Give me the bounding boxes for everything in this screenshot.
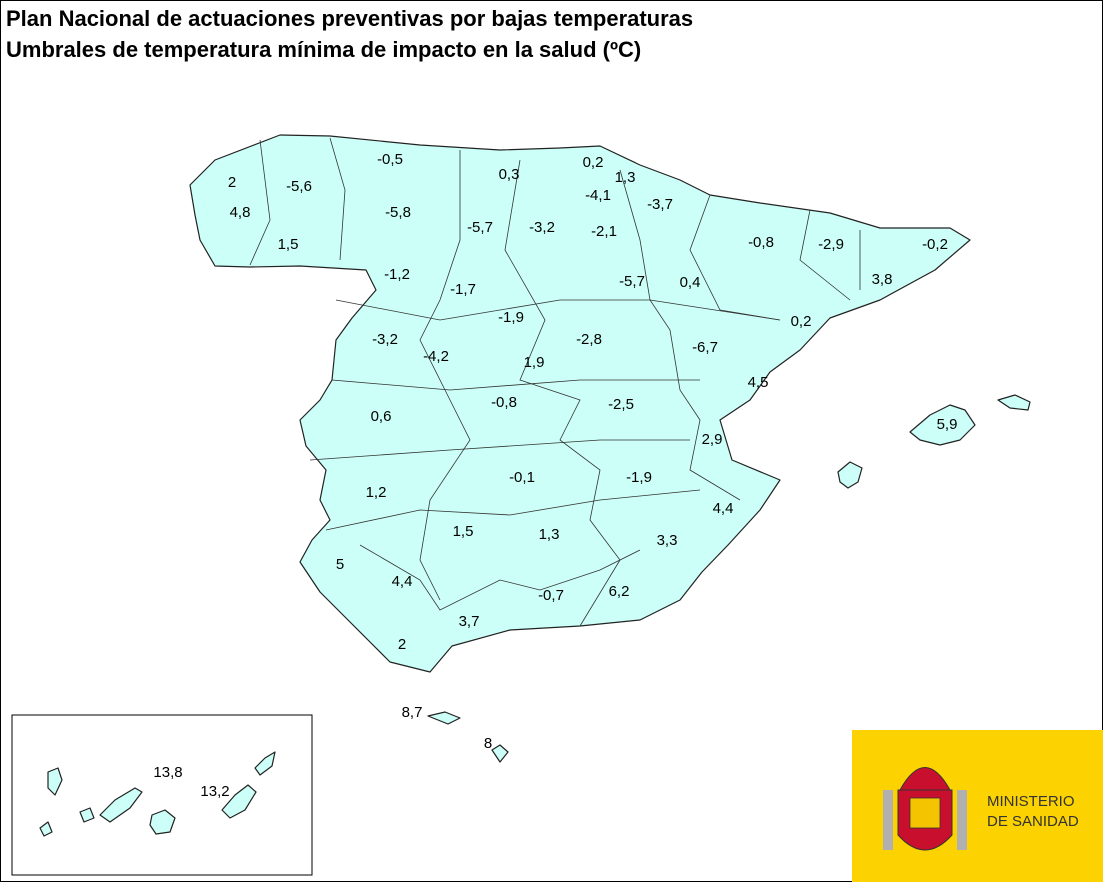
region-label: -1,2 (384, 266, 410, 283)
region-label: -2,5 (608, 396, 634, 413)
region-label: 4,4 (392, 573, 413, 590)
region-label: 1,3 (615, 169, 636, 186)
region-label: 2 (398, 636, 406, 653)
region-label: 8 (484, 735, 492, 752)
region-label: -5,7 (619, 273, 645, 290)
region-label: 2,9 (702, 431, 723, 448)
region-label: -0,1 (509, 469, 535, 486)
region-label: 8,7 (402, 704, 423, 721)
region-label: -0,7 (538, 587, 564, 604)
region-label: -5,7 (467, 219, 493, 236)
region-label: -4,2 (423, 348, 449, 365)
region-label: -3,7 (647, 196, 673, 213)
region-label: 0,4 (680, 274, 701, 291)
region-label: 13,2 (200, 783, 229, 800)
region-label: 4,5 (748, 374, 769, 391)
region-label: -1,7 (450, 281, 476, 298)
title: Plan Nacional de actuaciones preventivas… (6, 6, 693, 31)
region-label: -2,1 (591, 223, 617, 240)
region-label: -6,7 (692, 339, 718, 356)
region-label: -1,9 (498, 309, 524, 326)
region-label: 1,2 (366, 484, 387, 501)
region-label: 4,4 (713, 500, 734, 517)
region-label: 4,8 (230, 204, 251, 221)
region-label: 5,9 (937, 416, 958, 433)
region-label: 1,5 (278, 236, 299, 253)
region-label: -3,2 (372, 331, 398, 348)
region-label: -5,8 (385, 204, 411, 221)
canary-inset (12, 715, 312, 875)
region-label: -0,2 (922, 236, 948, 253)
region-label: 5 (336, 556, 344, 573)
region-label: -3,2 (529, 219, 555, 236)
region-label: 0,3 (499, 166, 520, 183)
region-label: 0,2 (583, 154, 604, 171)
region-label: -1,9 (626, 469, 652, 486)
region-label: 0,2 (791, 313, 812, 330)
subtitle: Umbrales de temperatura mínima de impact… (6, 37, 641, 62)
region-label: 3,3 (657, 532, 678, 549)
region-label: 13,8 (153, 764, 182, 781)
region-label: 3,7 (459, 613, 480, 630)
region-label: 3,8 (872, 271, 893, 288)
region-label: -4,1 (585, 187, 611, 204)
region-label: -0,5 (377, 151, 403, 168)
region-label: 6,2 (609, 583, 630, 600)
region-label: -2,8 (576, 331, 602, 348)
map: Plan Nacional de actuaciones preventivas… (0, 0, 1103, 882)
region-label: -0,8 (748, 234, 774, 251)
region-label: -2,9 (818, 236, 844, 253)
region-label: 1,5 (453, 523, 474, 540)
region-label: 0,6 (371, 408, 392, 425)
logo-line2: DE SANIDAD (987, 813, 1079, 830)
region-label: 2 (228, 174, 236, 191)
region-label: -5,6 (286, 178, 312, 195)
logo-line1: MINISTERIO (987, 793, 1075, 810)
region-label: 1,3 (539, 526, 560, 543)
region-label: -0,8 (491, 394, 517, 411)
page: {"header": {"title": "Plan Nacional de a… (0, 0, 1103, 882)
region-label: 1,9 (524, 354, 545, 371)
